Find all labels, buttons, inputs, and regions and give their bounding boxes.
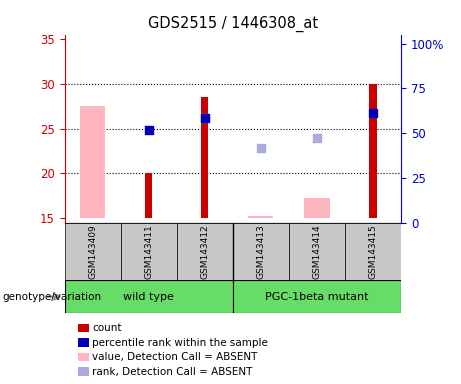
- Bar: [233, 223, 289, 280]
- Text: GSM143413: GSM143413: [256, 224, 266, 279]
- Bar: [121, 223, 177, 280]
- Text: GSM143414: GSM143414: [313, 224, 321, 279]
- Point: [201, 115, 208, 121]
- Point: [313, 134, 321, 141]
- Bar: [201, 97, 208, 218]
- Text: GSM143411: GSM143411: [144, 224, 153, 279]
- Bar: [65, 280, 233, 313]
- Text: GSM143415: GSM143415: [368, 224, 378, 279]
- Text: GSM143409: GSM143409: [88, 224, 97, 279]
- Text: PGC-1beta mutant: PGC-1beta mutant: [265, 291, 369, 302]
- Point: [369, 110, 377, 116]
- Text: wild type: wild type: [123, 291, 174, 302]
- Bar: [145, 174, 152, 218]
- Bar: [304, 198, 330, 218]
- Bar: [233, 280, 401, 313]
- Text: rank, Detection Call = ABSENT: rank, Detection Call = ABSENT: [92, 367, 253, 377]
- Title: GDS2515 / 1446308_at: GDS2515 / 1446308_at: [148, 16, 318, 32]
- Text: value, Detection Call = ABSENT: value, Detection Call = ABSENT: [92, 352, 258, 362]
- Bar: [345, 223, 401, 280]
- Point: [145, 126, 152, 132]
- Text: count: count: [92, 323, 122, 333]
- Text: GSM143412: GSM143412: [200, 224, 209, 279]
- Bar: [177, 223, 233, 280]
- Bar: [65, 223, 121, 280]
- Point: [201, 115, 208, 121]
- Bar: [289, 223, 345, 280]
- Bar: [248, 216, 273, 218]
- Bar: [369, 84, 377, 218]
- Text: percentile rank within the sample: percentile rank within the sample: [92, 338, 268, 348]
- Text: genotype/variation: genotype/variation: [2, 291, 101, 302]
- Bar: [80, 106, 105, 218]
- Point: [257, 145, 265, 151]
